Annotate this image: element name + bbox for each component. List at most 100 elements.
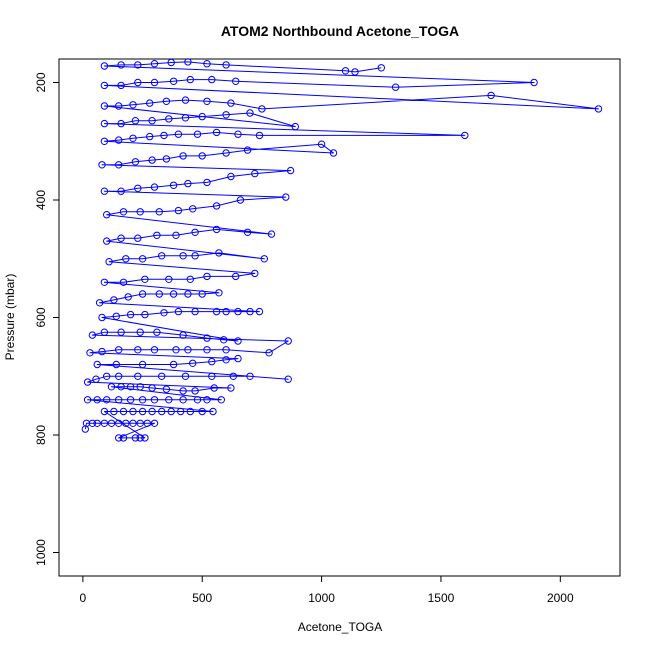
data-point: [193, 396, 202, 404]
x-axis-label: Acetone_TOGA: [298, 620, 383, 634]
data-point: [167, 407, 175, 416]
data-point: [258, 105, 266, 113]
data-point: [234, 307, 242, 316]
data-point: [138, 255, 147, 263]
data-point: [115, 434, 123, 442]
data-point: [134, 346, 142, 354]
data-point: [103, 396, 111, 404]
data-point: [117, 383, 125, 391]
data-point: [100, 407, 109, 416]
data-point: [243, 228, 252, 237]
y-tick-label: 400: [34, 190, 48, 210]
data-point: [222, 111, 230, 119]
data-point: [100, 119, 109, 128]
data-point: [136, 383, 144, 391]
data-point: [222, 149, 230, 157]
data-point: [138, 290, 147, 298]
data-point: [203, 346, 211, 354]
data-point: [165, 396, 173, 404]
data-point: [148, 117, 156, 125]
data-point: [222, 61, 230, 69]
data-point: [251, 169, 259, 178]
data-point: [105, 258, 113, 266]
plot-area: [58, 58, 621, 577]
data-point: [138, 407, 147, 416]
data-point: [122, 255, 130, 263]
data-point: [246, 109, 254, 117]
data-point: [162, 385, 171, 393]
data-point: [179, 252, 187, 260]
data-point: [222, 356, 230, 364]
data-point: [136, 434, 144, 442]
data-point: [146, 99, 154, 107]
data-point: [158, 372, 166, 380]
data-point: [100, 81, 109, 90]
data-point: [186, 275, 195, 283]
data-point: [184, 58, 192, 66]
data-point: [198, 407, 206, 416]
data-point: [487, 91, 495, 100]
data-point: [83, 378, 92, 386]
data-point: [286, 166, 295, 175]
data-point: [119, 278, 128, 286]
data-point: [255, 307, 264, 316]
data-point: [203, 396, 211, 404]
data-point: [189, 205, 197, 213]
data-point: [146, 132, 154, 141]
data-point: [150, 183, 159, 191]
data-point: [150, 419, 159, 427]
data-point: [131, 158, 140, 166]
data-point: [148, 384, 156, 392]
data-point: [212, 225, 221, 234]
data-point: [160, 309, 168, 317]
data-point: [191, 307, 199, 316]
data-point: [141, 275, 149, 283]
data-point: [155, 208, 164, 216]
data-point: [86, 349, 94, 357]
data-point: [317, 140, 326, 148]
data-point: [220, 336, 228, 344]
y-tick-label: 800: [34, 425, 48, 445]
chart-title: ATOM2 Northbound Acetone_TOGA: [221, 23, 459, 39]
y-tick-label: 600: [34, 307, 48, 327]
data-point: [150, 346, 159, 354]
data-point: [210, 384, 218, 392]
data-point: [143, 419, 152, 427]
data-point: [126, 310, 135, 319]
data-point: [115, 396, 123, 404]
data-point: [117, 81, 125, 90]
data-point: [255, 131, 264, 140]
data-point: [103, 372, 111, 380]
data-point: [391, 83, 400, 91]
data-layer: [81, 58, 603, 442]
data-point: [112, 312, 121, 320]
data-point: [246, 372, 254, 380]
data-point: [184, 346, 192, 354]
data-point: [169, 181, 178, 190]
data-point: [93, 396, 101, 404]
data-point: [131, 434, 140, 442]
data-point: [203, 178, 211, 187]
data-point: [291, 122, 299, 131]
data-point: [208, 357, 216, 366]
data-point: [167, 58, 175, 67]
data-point: [203, 60, 211, 68]
data-point: [117, 61, 125, 69]
data-point: [169, 290, 178, 298]
data-point: [103, 237, 111, 245]
data-point: [115, 419, 123, 427]
data-point: [246, 307, 254, 316]
data-point: [134, 184, 142, 193]
data-point: [119, 434, 128, 442]
data-point: [129, 101, 137, 109]
data-point: [198, 152, 206, 160]
data-point: [134, 78, 142, 87]
data-point: [93, 360, 101, 369]
data-point: [184, 179, 192, 188]
data-point: [117, 328, 125, 336]
data-point: [232, 272, 240, 281]
data-point: [203, 334, 211, 342]
data-point: [158, 407, 166, 416]
data-point: [122, 419, 130, 427]
data-point: [186, 75, 195, 84]
